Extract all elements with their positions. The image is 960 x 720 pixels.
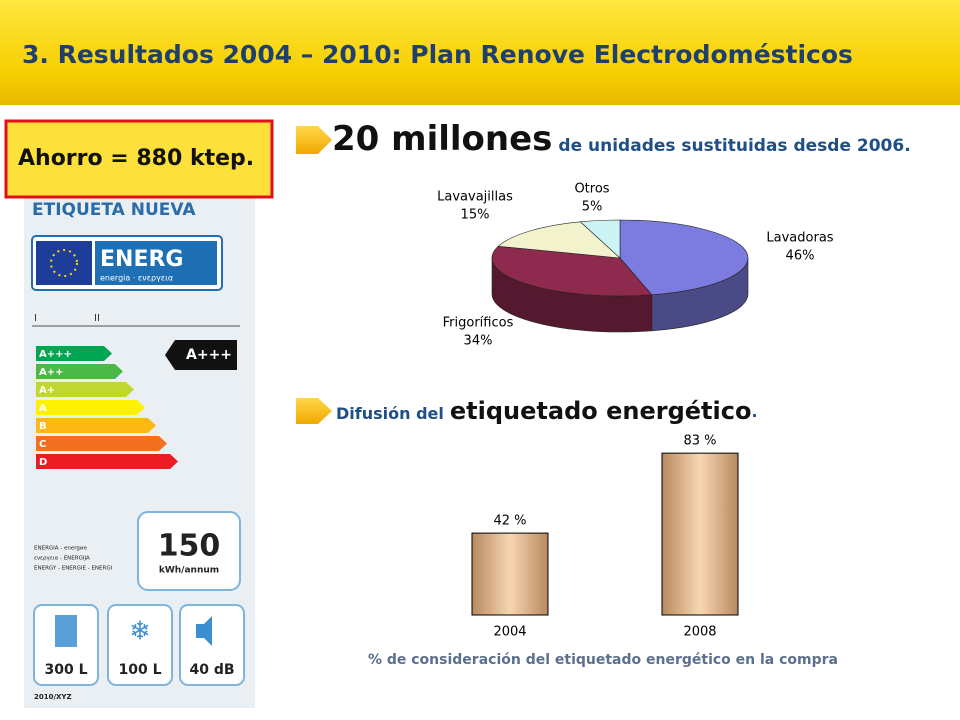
bullet-arrow bbox=[296, 126, 332, 154]
pie-slice bbox=[579, 219, 621, 259]
section-prefix: Difusión del bbox=[336, 404, 444, 423]
slide-title: 3. Resultados 2004 – 2010: Plan Renove E… bbox=[22, 40, 853, 69]
x-tick-label: 2004 bbox=[493, 625, 526, 640]
pie-value-label: 46% bbox=[786, 249, 815, 264]
savings-text: Ahorro = 880 ktep. bbox=[18, 146, 254, 171]
spec-box bbox=[107, 604, 173, 686]
bar-value-label: 42 % bbox=[493, 514, 526, 529]
headline-big: 20 millones bbox=[332, 119, 552, 159]
freezer-icon: ❄ bbox=[129, 617, 151, 647]
label-footer: 2010/XYZ bbox=[34, 693, 72, 701]
bullet-arrow bbox=[296, 398, 332, 424]
headline-rest: de unidades sustituidas desde 2006 bbox=[558, 136, 904, 156]
x-tick-label: 2008 bbox=[683, 625, 716, 640]
spec: 300 L bbox=[44, 662, 87, 678]
bar-chart: 42 % 2004 83 % 2008 % de consideración del e… bbox=[368, 434, 838, 668]
class-arrow bbox=[36, 400, 145, 415]
brand-sub: energia · ενεργεια bbox=[100, 274, 173, 283]
small-text: ENERGY - ENERGIE - ENERGI bbox=[34, 566, 113, 572]
scale-mark: II bbox=[94, 313, 100, 324]
pie-chart: Lavadoras 46% Frigoríficos 34% Lavavajillas 1… bbox=[437, 182, 834, 349]
class-label: D bbox=[39, 457, 47, 468]
class-label: B bbox=[39, 421, 47, 432]
class-label: C bbox=[39, 439, 46, 450]
small-text: ENERGIA - energие bbox=[34, 546, 87, 552]
class-arrow bbox=[36, 346, 112, 361]
class-arrow bbox=[36, 418, 156, 433]
header-bar bbox=[0, 0, 960, 105]
savings-box bbox=[4, 119, 274, 199]
section-big: etiquetado energético bbox=[450, 397, 752, 425]
consumption: 150 bbox=[158, 529, 221, 564]
class-label: A+++ bbox=[39, 349, 72, 360]
bar bbox=[471, 532, 549, 616]
headline-big: 20 millones de unidades sustituidas desde… bbox=[332, 119, 911, 159]
spec: 40 dB bbox=[189, 662, 234, 678]
headline-period: . bbox=[904, 136, 910, 156]
class-label: A++ bbox=[39, 367, 64, 378]
rating: A+++ bbox=[186, 347, 232, 363]
scale-mark: I bbox=[34, 313, 37, 324]
pie-slice bbox=[491, 245, 653, 297]
section-heading: Difusión del etiquetado energético. bbox=[336, 397, 758, 425]
pie-label: Lavavajillas bbox=[437, 190, 513, 205]
chart-caption: % de consideración del etiquetado energé… bbox=[368, 652, 838, 668]
label-title: ETIQUETA NUEVA bbox=[32, 200, 196, 220]
eu-stars bbox=[50, 249, 78, 277]
energy-label: ETIQUETA NUEVA ENERG energia · ενεργεια … bbox=[24, 195, 255, 708]
sound-icon bbox=[196, 616, 212, 646]
class-arrow bbox=[36, 364, 123, 379]
brand: ENERG bbox=[100, 247, 183, 272]
pie-slice bbox=[497, 221, 621, 259]
class-arrow bbox=[36, 436, 167, 451]
pie-value-label: 34% bbox=[464, 334, 493, 349]
pie-value-label: 15% bbox=[461, 208, 490, 223]
brand-bg bbox=[95, 241, 217, 285]
pie-label: Frigoríficos bbox=[443, 316, 514, 331]
class-arrow bbox=[36, 382, 134, 397]
spec: 100 L bbox=[118, 662, 161, 678]
pie-slice bbox=[619, 219, 749, 296]
fridge-icon bbox=[55, 615, 77, 647]
consumption-box bbox=[137, 511, 241, 591]
class-label: A bbox=[39, 403, 47, 414]
section-period: . bbox=[751, 402, 757, 421]
pie-label: Lavadoras bbox=[766, 231, 833, 246]
pie-value-label: 5% bbox=[582, 200, 603, 215]
pie-label: Otros bbox=[574, 182, 609, 197]
class-label: A+ bbox=[39, 385, 55, 396]
bar bbox=[661, 452, 739, 616]
consumption-unit: kWh/annum bbox=[159, 566, 219, 576]
bar-value-label: 83 % bbox=[683, 434, 716, 449]
small-text: ενεργεια - ENERGIJA bbox=[34, 556, 90, 562]
class-arrow bbox=[36, 454, 178, 469]
eu-flag bbox=[36, 241, 92, 285]
rating-arrow bbox=[165, 340, 237, 370]
